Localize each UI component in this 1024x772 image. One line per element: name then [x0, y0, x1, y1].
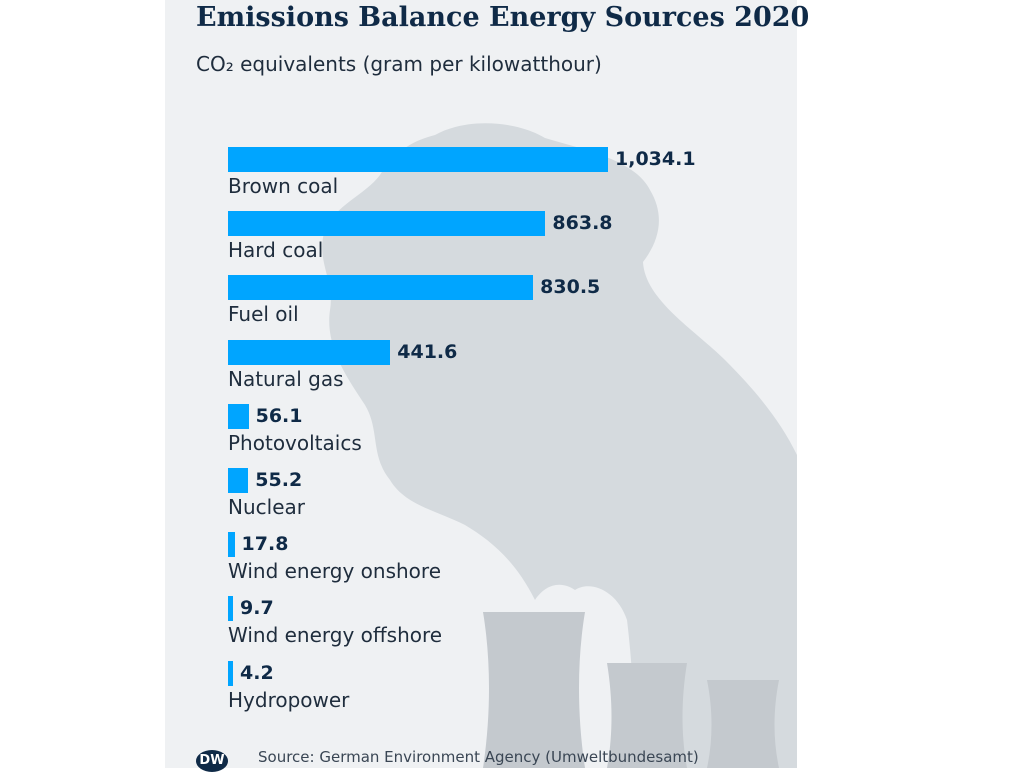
cooling-tower-right — [707, 680, 779, 768]
value-label: 830.5 — [540, 276, 601, 299]
chart-subtitle: CO₂ equivalents (gram per kilowatthour) — [196, 52, 602, 76]
cooling-tower-middle — [607, 663, 687, 768]
category-label: Wind energy offshore — [228, 623, 443, 648]
category-label: Fuel oil — [228, 302, 299, 327]
cooling-tower-left — [483, 612, 585, 768]
footer: DW Source: German Environment Agency (Um… — [196, 748, 796, 772]
category-label: Nuclear — [228, 495, 305, 519]
value-label: 4.2 — [240, 661, 274, 684]
bar-wind-energy-offshore — [228, 596, 233, 622]
category-label: Hard coal — [228, 238, 324, 263]
category-label: Natural gas — [228, 366, 344, 391]
bar-natural-gas — [228, 339, 391, 365]
category-label: Brown coal — [228, 174, 339, 198]
value-label: 441.6 — [397, 340, 458, 363]
bar-wind-energy-onshore — [228, 532, 235, 558]
bar-fuel-oil — [228, 275, 534, 301]
category-label: Wind energy onshore — [228, 559, 441, 584]
bar-nuclear — [228, 468, 249, 493]
value-label: 9.7 — [240, 597, 274, 620]
bar-photovoltaics — [228, 403, 249, 429]
value-label: 17.8 — [241, 533, 289, 556]
source-note: Source: German Environment Agency (Umwel… — [258, 748, 699, 766]
category-label: Hydropower — [228, 687, 350, 712]
bar-brown-coal — [228, 147, 608, 172]
bar-hard-coal — [228, 211, 546, 237]
value-label: 863.8 — [552, 212, 613, 235]
category-label: Photovoltaics — [228, 430, 362, 455]
value-label: 55.2 — [255, 469, 303, 491]
value-label: 56.1 — [255, 404, 303, 427]
value-label: 1,034.1 — [615, 148, 696, 170]
chart-title: Emissions Balance Energy Sources 2020 — [196, 2, 810, 33]
dw-logo: DW — [196, 750, 228, 772]
bar-hydropower — [228, 660, 233, 686]
chart-panel — [165, 0, 797, 768]
